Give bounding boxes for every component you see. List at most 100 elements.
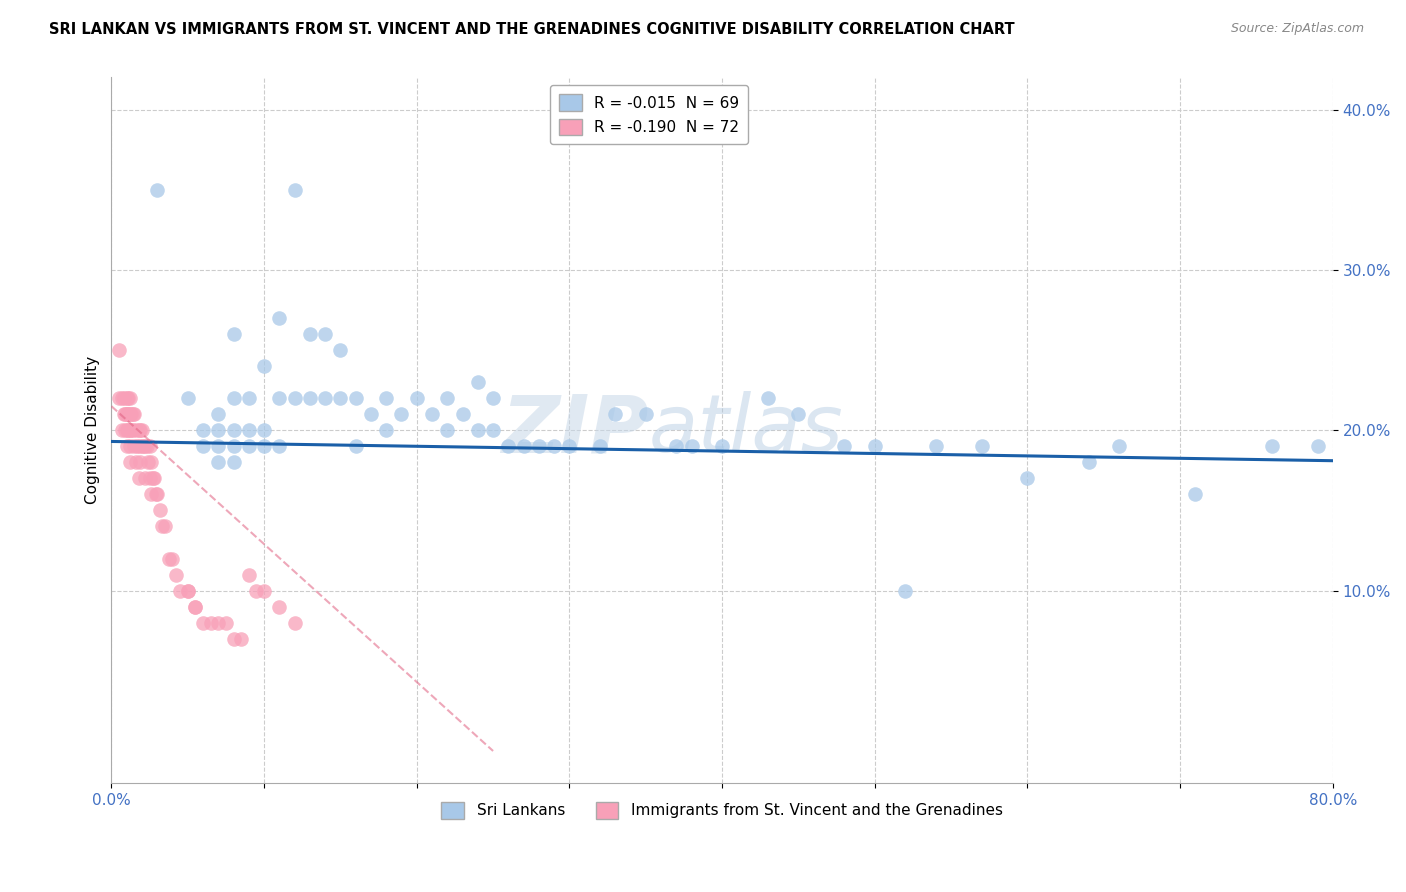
Point bbox=[634, 407, 657, 421]
Point bbox=[222, 439, 245, 453]
Point bbox=[207, 439, 229, 453]
Point bbox=[169, 583, 191, 598]
Point bbox=[117, 407, 139, 421]
Point bbox=[143, 471, 166, 485]
Point bbox=[1306, 439, 1329, 453]
Point bbox=[245, 583, 267, 598]
Point bbox=[222, 326, 245, 341]
Point bbox=[118, 455, 141, 469]
Point bbox=[128, 471, 150, 485]
Point bbox=[711, 439, 734, 453]
Point bbox=[314, 326, 336, 341]
Point bbox=[142, 471, 165, 485]
Point bbox=[136, 455, 159, 469]
Point bbox=[1260, 439, 1282, 453]
Text: atlas: atlas bbox=[648, 392, 844, 469]
Point bbox=[1017, 471, 1039, 485]
Point bbox=[314, 391, 336, 405]
Point bbox=[925, 439, 948, 453]
Point bbox=[970, 439, 993, 453]
Point bbox=[115, 407, 138, 421]
Point bbox=[139, 455, 162, 469]
Point bbox=[129, 455, 152, 469]
Point bbox=[207, 423, 229, 437]
Point bbox=[207, 615, 229, 630]
Text: SRI LANKAN VS IMMIGRANTS FROM ST. VINCENT AND THE GRENADINES COGNITIVE DISABILIT: SRI LANKAN VS IMMIGRANTS FROM ST. VINCEN… bbox=[49, 22, 1015, 37]
Point bbox=[269, 599, 291, 614]
Point bbox=[128, 423, 150, 437]
Point bbox=[132, 439, 155, 453]
Point bbox=[153, 519, 176, 533]
Point bbox=[177, 583, 200, 598]
Text: Source: ZipAtlas.com: Source: ZipAtlas.com bbox=[1230, 22, 1364, 36]
Point bbox=[124, 439, 146, 453]
Point bbox=[177, 583, 200, 598]
Point bbox=[589, 439, 612, 453]
Point bbox=[115, 391, 138, 405]
Point bbox=[284, 183, 307, 197]
Point bbox=[121, 407, 143, 421]
Point bbox=[134, 439, 156, 453]
Point bbox=[436, 423, 458, 437]
Point bbox=[467, 375, 489, 389]
Point bbox=[118, 407, 141, 421]
Point bbox=[222, 423, 245, 437]
Point bbox=[134, 471, 156, 485]
Point bbox=[118, 423, 141, 437]
Point bbox=[391, 407, 413, 421]
Point bbox=[207, 407, 229, 421]
Point bbox=[184, 599, 207, 614]
Point bbox=[118, 391, 141, 405]
Legend: Sri Lankans, Immigrants from St. Vincent and the Grenadines: Sri Lankans, Immigrants from St. Vincent… bbox=[436, 796, 1010, 825]
Point bbox=[115, 439, 138, 453]
Point bbox=[112, 391, 135, 405]
Point bbox=[159, 551, 181, 566]
Point bbox=[467, 423, 489, 437]
Point bbox=[498, 439, 520, 453]
Point bbox=[184, 599, 207, 614]
Point bbox=[108, 391, 131, 405]
Point bbox=[115, 423, 138, 437]
Point bbox=[135, 439, 157, 453]
Point bbox=[125, 423, 148, 437]
Point bbox=[269, 439, 291, 453]
Point bbox=[117, 423, 139, 437]
Point bbox=[482, 391, 505, 405]
Point bbox=[451, 407, 474, 421]
Point bbox=[375, 391, 398, 405]
Point bbox=[215, 615, 238, 630]
Point bbox=[131, 439, 153, 453]
Point bbox=[605, 407, 627, 421]
Point bbox=[177, 391, 200, 405]
Point bbox=[253, 583, 276, 598]
Point bbox=[420, 407, 443, 421]
Point bbox=[114, 407, 136, 421]
Point bbox=[138, 471, 160, 485]
Point bbox=[344, 439, 367, 453]
Point bbox=[111, 391, 134, 405]
Point bbox=[894, 583, 917, 598]
Point bbox=[558, 439, 581, 453]
Point bbox=[117, 391, 139, 405]
Point bbox=[149, 503, 172, 517]
Point bbox=[231, 632, 253, 646]
Point bbox=[131, 423, 153, 437]
Point bbox=[238, 439, 260, 453]
Point bbox=[222, 391, 245, 405]
Point bbox=[165, 567, 187, 582]
Point bbox=[284, 615, 307, 630]
Point bbox=[222, 632, 245, 646]
Point bbox=[253, 423, 276, 437]
Point bbox=[238, 391, 260, 405]
Point bbox=[512, 439, 534, 453]
Point bbox=[1108, 439, 1130, 453]
Point bbox=[115, 407, 138, 421]
Point bbox=[253, 439, 276, 453]
Point bbox=[114, 423, 136, 437]
Point bbox=[111, 423, 134, 437]
Point bbox=[298, 326, 321, 341]
Point bbox=[191, 439, 214, 453]
Point bbox=[756, 391, 779, 405]
Point bbox=[150, 519, 173, 533]
Point bbox=[360, 407, 382, 421]
